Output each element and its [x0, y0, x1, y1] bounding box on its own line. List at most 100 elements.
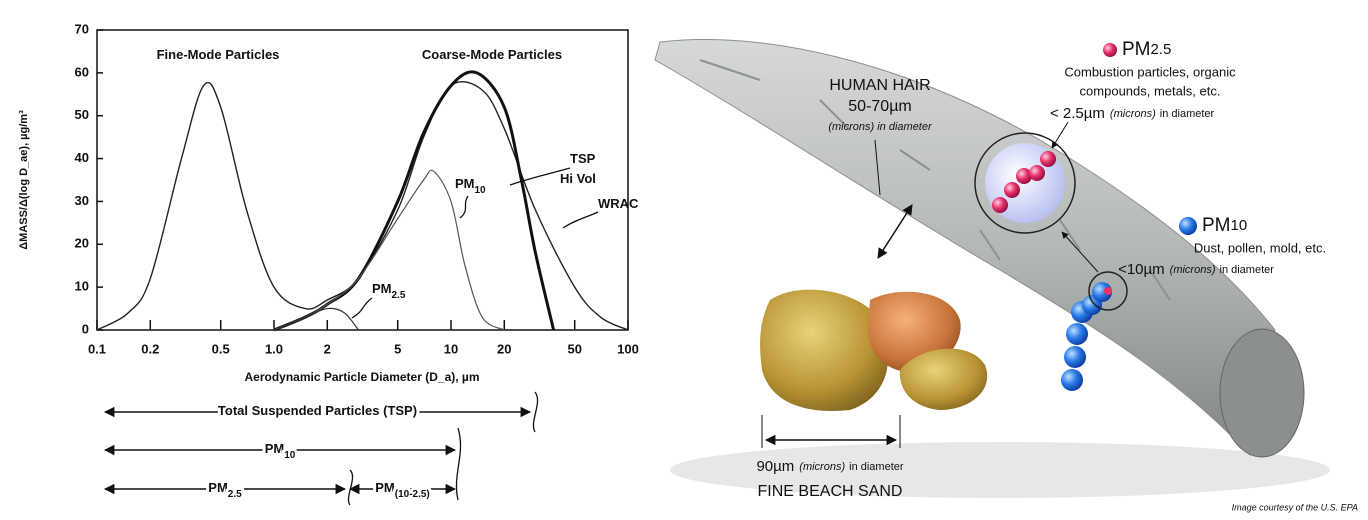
- annotation-text: Hi Vol: [560, 171, 596, 186]
- range-brace: [347, 469, 354, 506]
- sand-unit: (microns): [799, 461, 845, 473]
- y-tick-label: 10: [75, 279, 89, 294]
- pm25-unit: (microns): [1110, 108, 1156, 120]
- leader: [509, 167, 571, 186]
- annotation-text: Fine-Mode Particles: [157, 47, 280, 62]
- pm25-chain: [992, 151, 1056, 213]
- sand-size: 90µm (microns) in diameter: [756, 458, 903, 475]
- pm10-size-value: <10µm: [1118, 261, 1165, 278]
- pm25-name-sub: 2.5: [1151, 41, 1172, 58]
- annotation: WRAC: [598, 196, 639, 211]
- y-tick-label: 20: [75, 236, 89, 251]
- range-text: PM: [265, 441, 285, 456]
- pm10-name-sub: 10: [1231, 217, 1248, 234]
- pm10-note: in diameter: [1220, 264, 1275, 276]
- hair-title: HUMAN HAIR: [829, 77, 930, 94]
- pm10-name: PM10: [1202, 215, 1247, 236]
- annotation-text: Coarse-Mode Particles: [422, 47, 562, 62]
- sand-grain: [760, 289, 889, 411]
- pm10-name-main: PM: [1202, 215, 1231, 236]
- illustration-labels: HUMAN HAIR 50-70µm (microns) in diameter…: [756, 39, 1358, 512]
- pointer: [1051, 121, 1069, 149]
- pm25-size: < 2.5µm (microns) in diameter: [1050, 105, 1215, 122]
- x-axis-title: Aerodynamic Particle Diameter (D_a), µm: [244, 370, 479, 384]
- pointer: [874, 139, 881, 196]
- pm10-line: Dust, pollen, mold, etc.: [1194, 240, 1326, 255]
- pm25-dot: [1104, 287, 1112, 295]
- pm25-size-value: < 2.5µm: [1050, 105, 1105, 122]
- x-tick-label: 10: [444, 341, 458, 356]
- pointer: [1061, 231, 1099, 273]
- y-tick-label: 40: [75, 150, 89, 165]
- pm25-icon: [1103, 43, 1117, 57]
- range-text: PM: [208, 480, 228, 495]
- annotation-text: PM: [372, 281, 392, 296]
- pm25-line: Combustion particles, organic: [1064, 64, 1236, 79]
- sand-title: FINE BEACH SAND: [758, 483, 903, 500]
- series-line: [273, 307, 359, 331]
- pm10-size: <10µm (microns) in diameter: [1118, 261, 1274, 278]
- annotation-text: PM: [455, 176, 475, 191]
- annotation-sub: 2.5: [392, 290, 406, 301]
- series-line: [273, 70, 556, 332]
- annotation: PM2.5: [372, 281, 406, 300]
- x-tick-label: 0.1: [88, 341, 106, 356]
- series-line: [273, 169, 505, 331]
- x-tick-label: 0.5: [212, 341, 230, 356]
- y-tick-label: 60: [75, 64, 89, 79]
- dim-arrow: [877, 204, 913, 259]
- y-tick-label: 0: [82, 321, 89, 336]
- range-sub: 10: [284, 450, 296, 461]
- x-tick-label: 0.2: [141, 341, 159, 356]
- pm10-icon: [1179, 217, 1197, 235]
- credit: Image courtesy of the U.S. EPA: [1232, 502, 1358, 512]
- leader: [459, 195, 469, 219]
- annotation: TSP: [570, 151, 596, 166]
- sand-grain: [899, 348, 988, 410]
- range-label: PM2.5: [208, 480, 242, 499]
- sand-note: in diameter: [849, 461, 904, 473]
- zoom-ring: [1088, 271, 1128, 311]
- pm25-note: in diameter: [1160, 108, 1215, 120]
- range-label: PM(10-2.5): [375, 480, 430, 499]
- annotation: Coarse-Mode Particles: [422, 47, 562, 62]
- x-tick-label: 5: [394, 341, 401, 356]
- illustration: [654, 38, 1330, 498]
- range-text: Total Suspended Particles (TSP): [218, 403, 417, 418]
- plot-frame: [96, 29, 629, 331]
- y-tick-label: 50: [75, 107, 89, 122]
- leader: [351, 297, 373, 319]
- y-tick-label: 70: [75, 21, 89, 36]
- shadow: [670, 442, 1330, 498]
- leader: [562, 211, 599, 229]
- hair-note: (microns) in diameter: [828, 121, 933, 133]
- x-tick-label: 20: [497, 341, 511, 356]
- range-sub: (10-2.5): [395, 489, 430, 500]
- series-line: [96, 81, 629, 331]
- pm25-name-main: PM: [1122, 39, 1151, 60]
- x-tick-label: 100: [617, 341, 639, 356]
- pm25-line: compounds, metals, etc.: [1080, 83, 1221, 98]
- annotation: Fine-Mode Particles: [157, 47, 280, 62]
- pm10-unit: (microns): [1170, 264, 1216, 276]
- x-tick-label: 2: [324, 341, 331, 356]
- range-sub: 2.5: [228, 489, 242, 500]
- hair-size: 50-70µm: [848, 98, 911, 115]
- y-axis-title: ΔMASS/Δ(log D_ae), µg/m³: [18, 110, 30, 250]
- annotation-text: WRAC: [598, 196, 639, 211]
- annotation-sub: 10: [475, 185, 487, 196]
- pm25-name: PM2.5: [1122, 39, 1171, 60]
- range-brace: [532, 391, 539, 433]
- zoom-ring: [974, 132, 1076, 234]
- range-label: PM10: [265, 441, 296, 460]
- range-label: Total Suspended Particles (TSP): [218, 403, 417, 418]
- x-tick-label: 50: [567, 341, 581, 356]
- pm10-chain: [1061, 282, 1112, 391]
- annotation: Hi Vol: [560, 171, 596, 186]
- range-brace: [455, 427, 462, 501]
- x-tick-label: 1.0: [265, 341, 283, 356]
- sand-size-value: 90µm: [756, 458, 794, 475]
- hair-texture: [699, 59, 1171, 301]
